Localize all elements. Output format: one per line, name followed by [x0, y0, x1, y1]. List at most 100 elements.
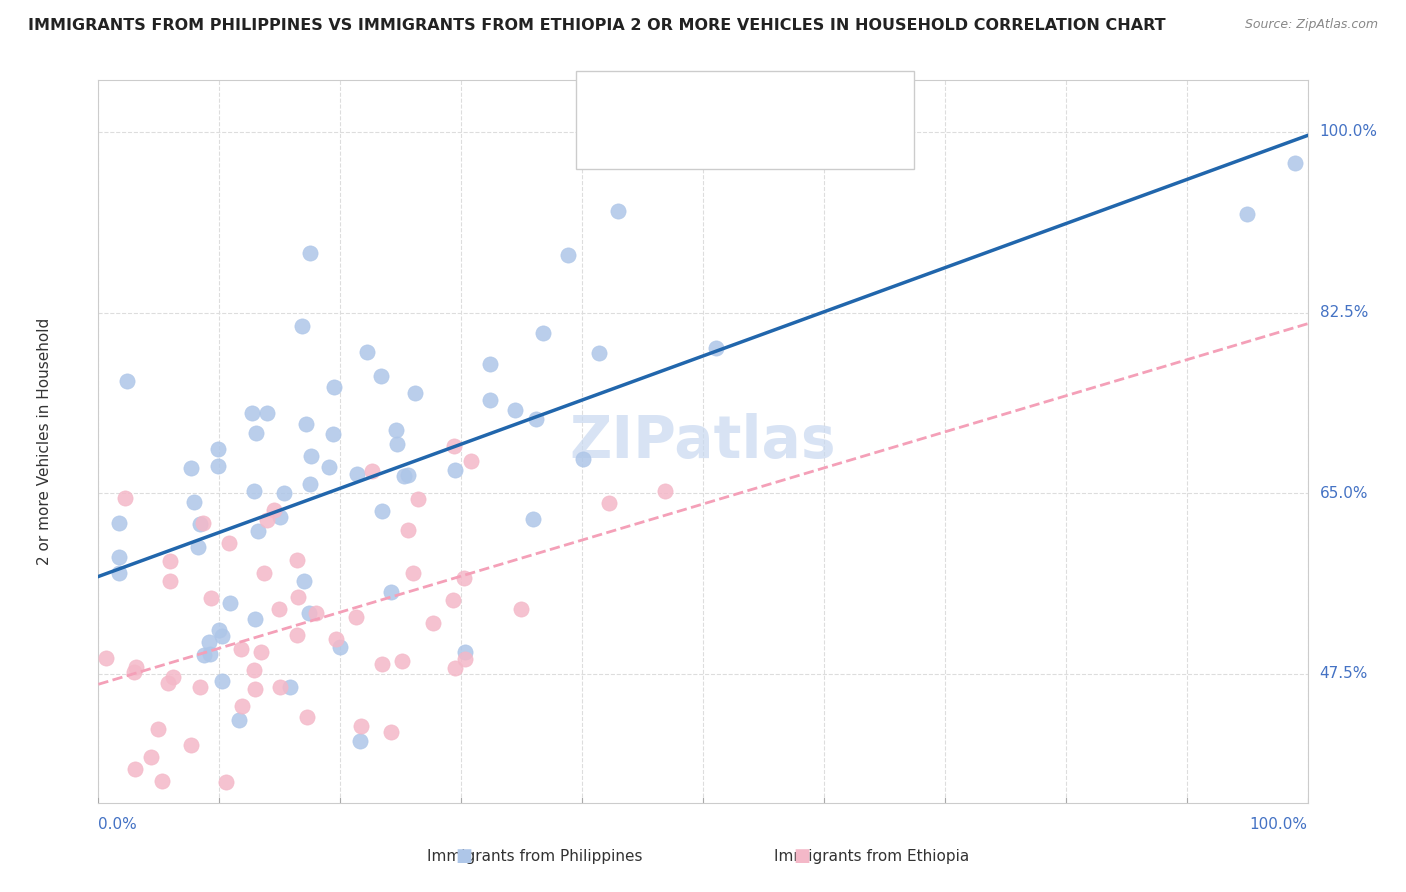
Point: [207, 623, 229, 637]
Point: [240, 405, 263, 419]
Point: [509, 602, 531, 616]
Point: [380, 584, 402, 599]
Point: [571, 451, 593, 466]
Text: Immigrants from Philippines: Immigrants from Philippines: [426, 849, 643, 863]
Point: [385, 423, 408, 437]
Point: [441, 593, 464, 607]
Point: [522, 511, 544, 525]
Point: [299, 477, 322, 491]
Point: [460, 454, 482, 468]
Point: [361, 464, 384, 478]
Point: [503, 402, 526, 417]
Point: [243, 681, 266, 696]
Point: [269, 680, 291, 694]
Point: [150, 773, 173, 788]
Point: [159, 574, 181, 589]
Point: [371, 657, 394, 672]
Point: [117, 374, 139, 388]
Text: 100.0%: 100.0%: [1250, 817, 1308, 832]
Point: [479, 357, 502, 371]
Point: [139, 750, 162, 764]
Text: 100.0%: 100.0%: [1320, 124, 1378, 139]
Point: [245, 425, 267, 440]
Point: [402, 566, 425, 580]
Point: [297, 710, 319, 724]
Text: Immigrants from Ethiopia: Immigrants from Ethiopia: [775, 849, 969, 863]
Point: [107, 550, 129, 565]
Point: [187, 540, 209, 554]
Point: [191, 516, 214, 530]
Point: [1284, 156, 1306, 170]
Text: Source: ZipAtlas.com: Source: ZipAtlas.com: [1244, 18, 1378, 31]
Point: [298, 607, 321, 621]
Point: [391, 654, 413, 668]
Text: 82.5%: 82.5%: [1320, 305, 1368, 320]
Point: [231, 698, 253, 713]
Point: [598, 496, 620, 510]
Point: [371, 503, 394, 517]
Point: [453, 571, 475, 585]
Point: [211, 629, 233, 643]
Point: [207, 442, 229, 456]
Point: [370, 369, 392, 384]
Point: [108, 566, 131, 580]
Point: [219, 596, 242, 610]
Point: [278, 681, 301, 695]
Point: [269, 510, 291, 524]
Point: [322, 380, 344, 394]
Point: [245, 612, 267, 626]
Point: [346, 467, 368, 481]
Point: [285, 628, 308, 642]
Point: [124, 762, 146, 776]
Point: [183, 494, 205, 508]
Text: 2 or more Vehicles in Household: 2 or more Vehicles in Household: [37, 318, 52, 566]
Point: [385, 436, 408, 450]
Point: [188, 516, 211, 531]
Point: [356, 345, 378, 359]
Text: IMMIGRANTS FROM PHILIPPINES VS IMMIGRANTS FROM ETHIOPIA 2 OR MORE VEHICLES IN HO: IMMIGRANTS FROM PHILIPPINES VS IMMIGRANT…: [28, 18, 1166, 33]
Point: [269, 601, 291, 615]
Point: [218, 535, 240, 549]
Point: [349, 733, 371, 747]
Point: [344, 610, 367, 624]
Point: [298, 246, 321, 260]
Point: [322, 427, 344, 442]
Point: [325, 632, 347, 646]
Point: [159, 554, 181, 568]
Point: [299, 449, 322, 463]
Point: [256, 513, 278, 527]
Point: [188, 681, 211, 695]
Point: [607, 204, 630, 219]
Text: ■: ■: [793, 847, 810, 865]
Point: [531, 326, 554, 340]
Point: [285, 553, 308, 567]
Point: [305, 607, 328, 621]
Point: [588, 345, 610, 359]
Point: [453, 645, 475, 659]
Point: [273, 486, 295, 500]
Point: [198, 635, 221, 649]
Point: [478, 392, 501, 407]
Text: ZIPatlas: ZIPatlas: [569, 413, 837, 470]
Point: [215, 775, 238, 789]
Point: [524, 412, 547, 426]
Text: R =  0.219   N =  53: R = 0.219 N = 53: [626, 125, 825, 143]
Point: [122, 665, 145, 679]
Point: [200, 591, 222, 606]
Point: [404, 385, 426, 400]
Text: R =  0.485   N =  64: R = 0.485 N = 64: [626, 87, 825, 105]
Point: [292, 574, 315, 588]
Point: [406, 491, 429, 506]
Point: [443, 439, 465, 453]
Point: [454, 652, 477, 666]
Point: [108, 516, 131, 530]
Point: [228, 713, 250, 727]
Point: [704, 341, 727, 355]
Point: [193, 648, 215, 662]
Point: [396, 468, 419, 483]
Point: [231, 641, 253, 656]
Point: [253, 566, 276, 580]
Point: [156, 675, 179, 690]
Point: [180, 739, 202, 753]
Point: [1236, 207, 1258, 221]
